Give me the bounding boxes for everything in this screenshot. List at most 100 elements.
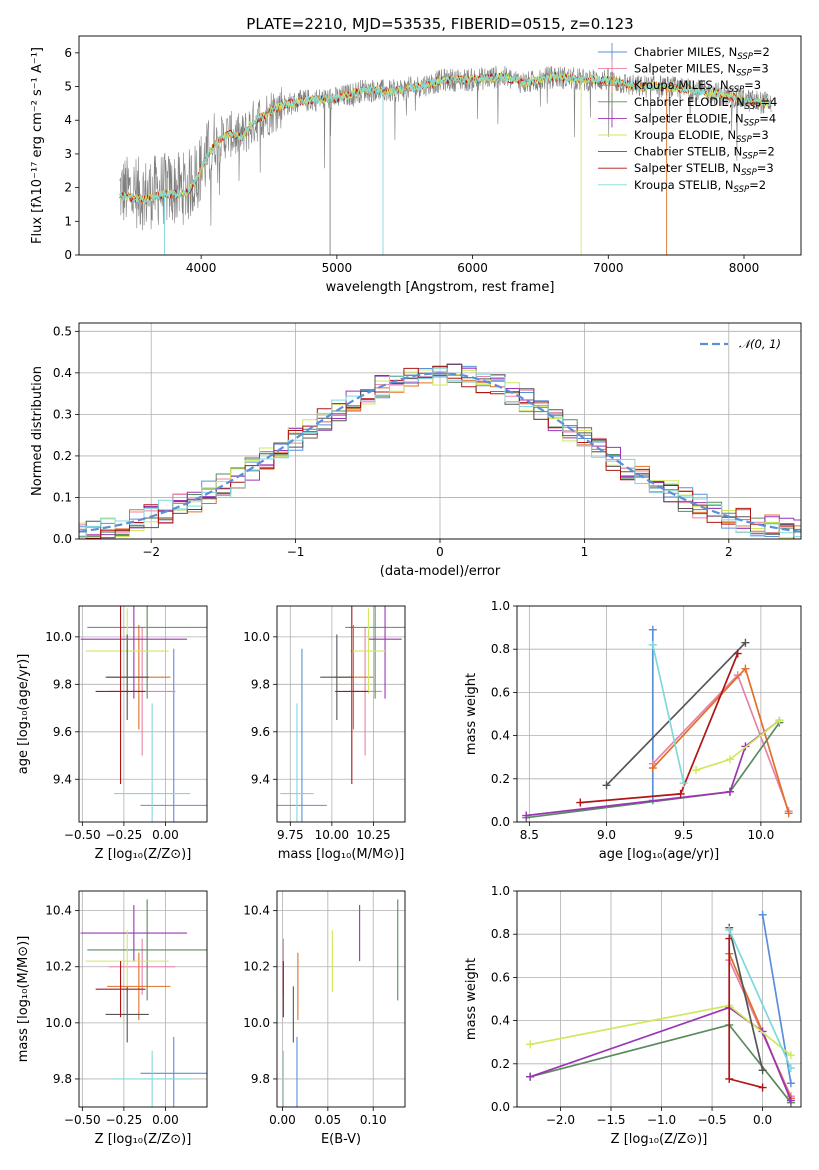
weight-line-kroupa-elodie xyxy=(529,1004,792,1056)
errorbars xyxy=(282,899,399,1107)
errorbars xyxy=(80,899,207,1107)
legend-label-main: Salpeter ELODIE, N xyxy=(634,111,744,125)
y-tick-label: 10.2 xyxy=(45,960,72,974)
weight-point-kroupa-elodie xyxy=(692,766,701,775)
x-tick-label: 10.0 xyxy=(748,828,775,842)
x-tick-label: 10.00 xyxy=(315,828,349,842)
x-tick-label: 5000 xyxy=(322,261,353,275)
y-tick-label: 0 xyxy=(64,248,72,262)
y-tick-label: 10.0 xyxy=(45,630,72,644)
weight-point-salpeter-elodie xyxy=(786,1096,795,1105)
x-axis-label: age [log₁₀(age/yr)] xyxy=(599,847,720,862)
y-tick-label: 9.8 xyxy=(251,677,270,691)
y-tick-label: 10.0 xyxy=(45,1016,72,1030)
legend-label-sub: SSP xyxy=(741,168,757,178)
x-tick-label: 1 xyxy=(581,545,589,559)
axes-frame xyxy=(516,605,802,823)
weight-point-chabrier-stelib xyxy=(741,638,750,647)
legend-label-main: Kroupa ELODIE, N xyxy=(634,128,736,142)
figure-title: PLATE=2210, MJD=53535, FIBERID=0515, z=0… xyxy=(246,15,633,33)
weight-point-kroupa-elodie xyxy=(726,755,734,764)
legend-label-salpeter-miles: Salpeter MILES, NSSP=3 xyxy=(634,62,769,79)
weight-point-kroupa-stelib xyxy=(725,925,734,934)
legend-label-salpeter-elodie: Salpeter ELODIE, NSSP=4 xyxy=(634,111,776,128)
weight-line-kroupa-miles xyxy=(652,666,790,814)
histogram-salpeter-stelib xyxy=(79,366,801,539)
x-tick-label: −0.25 xyxy=(105,828,142,842)
x-tick-label: −2 xyxy=(142,545,160,559)
weight-lines xyxy=(522,625,793,822)
weight-point-chabrier-miles xyxy=(758,910,767,919)
legend-label-chabrier-elodie: Chabrier ELODIE, NSSP=4 xyxy=(634,95,777,112)
y-tick-label: 3 xyxy=(64,147,72,161)
x-tick-label: 9.5 xyxy=(674,828,693,842)
age-vs-metallicity-panel: −0.50 −0.25 0.00 9.4 9.6 9.8 10.0 Z [log₁₀(Z/Z⊙… xyxy=(16,605,208,862)
x-axis-label: Z [log₁₀(Z/Z⊙)] xyxy=(95,847,192,862)
weight-point-salpeter-elodie xyxy=(726,787,734,796)
legend-label-sub: SSP xyxy=(736,135,752,145)
mass-weight-vs-metallicity-panel: −2.0 −1.5 −1.0 −0.5 0.0 0.0 0.2 0.4 0.6 0.8 1.0 Z [… xyxy=(464,884,802,1147)
y-tick-label: 0.2 xyxy=(491,1057,510,1071)
mass-vs-metallicity-panel: −0.50 −0.25 0.00 9.8 10.0 10.2 10.4 Z [log₁₀(Z/… xyxy=(16,890,208,1147)
legend-label-chabrier-stelib: Chabrier STELIB, NSSP=2 xyxy=(634,145,775,162)
weight-point-kroupa-elodie xyxy=(786,1051,795,1060)
y-tick-label: 10.4 xyxy=(243,904,270,918)
y-tick-label: 0.0 xyxy=(491,815,510,829)
y-tick-label: 2 xyxy=(64,181,72,195)
x-tick-label: −1.0 xyxy=(647,1113,676,1127)
y-tick-label: 0.8 xyxy=(491,642,510,656)
x-tick-label: −2.0 xyxy=(546,1113,575,1127)
y-tick-label: 9.8 xyxy=(53,677,72,691)
y-tick-label: 1 xyxy=(64,214,72,228)
legend-label-main: Chabrier MILES, N xyxy=(634,45,737,59)
y-tick-label: 0.6 xyxy=(491,970,510,984)
legend-label-chabrier-miles: Chabrier MILES, NSSP=2 xyxy=(634,45,770,62)
weight-point-chabrier-miles xyxy=(786,1079,795,1088)
legend-label-salpeter-stelib: Salpeter STELIB, NSSP=3 xyxy=(634,161,774,178)
axes-frame xyxy=(78,890,208,1108)
weight-line-kroupa-stelib xyxy=(651,644,685,784)
legend-label-kroupa-stelib: Kroupa STELIB, NSSP=2 xyxy=(634,178,766,195)
weight-point-chabrier-stelib xyxy=(758,1066,767,1075)
weight-point-salpeter-stelib xyxy=(725,934,734,943)
legend-label-main: Kroupa STELIB, N xyxy=(634,178,734,192)
legend-label-suffix: =2 xyxy=(753,45,770,59)
y-tick-label: 10.2 xyxy=(243,960,270,974)
errorbars xyxy=(277,606,405,822)
weight-point-kroupa-miles xyxy=(741,664,750,673)
weight-point-kroupa-stelib xyxy=(786,1064,795,1073)
y-axis-label: Normed distribution xyxy=(30,366,45,496)
legend-label-normal: 𝒩(0, 1) xyxy=(739,337,781,351)
x-tick-label: 4000 xyxy=(186,261,217,275)
weight-point-kroupa-stelib xyxy=(648,640,657,649)
errorbars xyxy=(80,606,207,822)
x-tick-label: 2 xyxy=(725,545,733,559)
x-tick-label: 0.00 xyxy=(152,1113,179,1127)
y-tick-label: 9.6 xyxy=(53,725,72,739)
y-tick-label: 9.6 xyxy=(251,725,270,739)
age-vs-mass-panel: 9.75 10.00 10.25 9.4 9.6 9.8 10.0 mass [log₁₀(M… xyxy=(243,605,406,862)
histograms xyxy=(79,363,801,539)
axes-frame xyxy=(78,35,802,256)
weight-point-kroupa-miles xyxy=(784,809,793,818)
x-tick-label: −1.5 xyxy=(596,1113,625,1127)
x-axis-label: E(B-V) xyxy=(321,1132,361,1147)
legend-label-main: Salpeter MILES, N xyxy=(634,62,736,76)
y-tick-label: 9.4 xyxy=(251,772,270,786)
weight-line-chabrier-miles xyxy=(761,914,792,1084)
y-tick-label: 0.5 xyxy=(53,324,72,338)
y-tick-label: 0.2 xyxy=(491,772,510,786)
legend-label-main: Kroupa MILES, N xyxy=(634,78,729,92)
x-tick-label: −0.50 xyxy=(64,828,101,842)
x-tick-label: 0.00 xyxy=(152,828,179,842)
weight-point-chabrier-miles xyxy=(648,625,657,634)
y-tick-label: 0.2 xyxy=(53,449,72,463)
y-tick-label: 5 xyxy=(64,80,72,94)
legend-label-sub: SSP xyxy=(737,52,753,62)
weight-point-salpeter-stelib xyxy=(676,789,685,798)
weight-line-salpeter-stelib xyxy=(728,938,763,1089)
x-tick-label: 6000 xyxy=(457,261,488,275)
x-tick-label: −0.50 xyxy=(64,1113,101,1127)
residual-histogram-panel: −2 −1 0 1 2 0.0 0.1 0.2 0.3 0.4 0.5 (data-model)/er… xyxy=(30,322,802,579)
axes-frame xyxy=(276,605,406,823)
